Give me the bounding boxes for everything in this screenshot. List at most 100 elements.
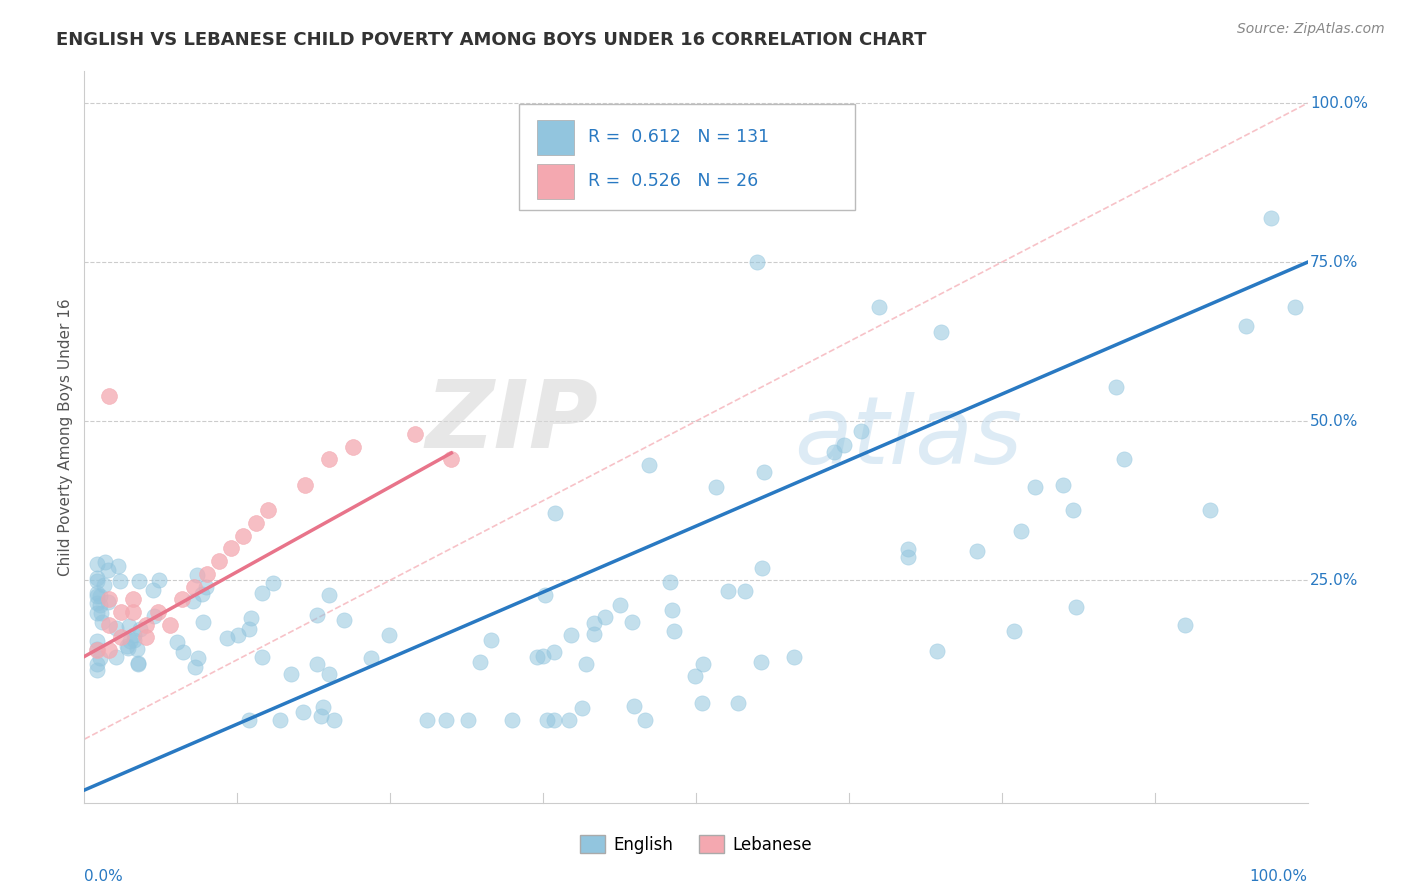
Point: [280, 666, 302, 681]
Point: [318, 588, 340, 602]
Point: [468, 655, 491, 669]
Point: [609, 598, 631, 612]
Point: [434, 713, 457, 727]
Point: [734, 584, 756, 599]
Point: [191, 615, 214, 629]
Point: [869, 300, 891, 314]
Point: [91, 615, 114, 630]
Point: [543, 506, 565, 520]
Point: [186, 568, 208, 582]
Point: [86, 607, 108, 621]
Point: [187, 651, 209, 665]
Legend: English, Lebanese: English, Lebanese: [574, 829, 818, 860]
Point: [1052, 477, 1074, 491]
Point: [194, 581, 217, 595]
Point: [191, 586, 214, 600]
Point: [86, 590, 108, 604]
Point: [97, 643, 120, 657]
Point: [239, 610, 262, 624]
Point: [457, 713, 479, 727]
Point: [966, 544, 988, 558]
Point: [172, 592, 194, 607]
Point: [754, 465, 776, 479]
Text: 25.0%: 25.0%: [1310, 573, 1358, 588]
Text: 100.0%: 100.0%: [1250, 869, 1308, 884]
Point: [662, 624, 685, 639]
Point: [683, 668, 706, 682]
Point: [360, 651, 382, 665]
Point: [159, 617, 181, 632]
Point: [86, 663, 108, 677]
Point: [440, 452, 463, 467]
Point: [571, 701, 593, 715]
Point: [661, 603, 683, 617]
Point: [110, 631, 132, 645]
Point: [228, 628, 250, 642]
Point: [404, 426, 426, 441]
Point: [575, 657, 598, 672]
Point: [238, 713, 260, 727]
Point: [620, 615, 643, 629]
Point: [86, 596, 108, 610]
Text: R =  0.612   N = 131: R = 0.612 N = 131: [588, 128, 769, 146]
Point: [897, 542, 920, 557]
Point: [582, 626, 605, 640]
Point: [1284, 300, 1306, 314]
Point: [749, 655, 772, 669]
Point: [305, 608, 328, 623]
Point: [97, 389, 120, 403]
Point: [128, 574, 150, 588]
Point: [86, 657, 108, 671]
Point: [250, 649, 273, 664]
Point: [623, 698, 645, 713]
Point: [86, 586, 108, 600]
FancyBboxPatch shape: [537, 120, 574, 155]
Text: 50.0%: 50.0%: [1310, 414, 1358, 429]
FancyBboxPatch shape: [519, 104, 855, 211]
Point: [634, 713, 657, 727]
Point: [108, 574, 131, 589]
Point: [118, 619, 141, 633]
Point: [536, 713, 558, 727]
Point: [86, 634, 108, 648]
Text: 100.0%: 100.0%: [1310, 95, 1368, 111]
Text: 75.0%: 75.0%: [1310, 255, 1358, 269]
Text: 0.0%: 0.0%: [84, 869, 124, 884]
Point: [129, 622, 152, 636]
Point: [183, 580, 205, 594]
Point: [747, 255, 769, 269]
Point: [120, 633, 142, 648]
Point: [692, 657, 714, 671]
Point: [257, 503, 280, 517]
Point: [86, 557, 108, 571]
Point: [148, 573, 170, 587]
Point: [1174, 617, 1197, 632]
Point: [1024, 479, 1046, 493]
Point: [312, 700, 335, 714]
Point: [195, 566, 218, 581]
Point: [238, 622, 260, 636]
Text: Source: ZipAtlas.com: Source: ZipAtlas.com: [1237, 22, 1385, 37]
Point: [727, 696, 749, 710]
Point: [86, 641, 108, 656]
Point: [172, 645, 194, 659]
Point: [534, 588, 557, 602]
Point: [124, 628, 146, 642]
FancyBboxPatch shape: [537, 164, 574, 200]
Point: [93, 578, 115, 592]
Point: [143, 609, 166, 624]
Point: [269, 713, 291, 727]
Point: [115, 639, 138, 653]
Point: [783, 649, 806, 664]
Point: [208, 554, 231, 568]
Point: [1236, 318, 1258, 333]
Point: [531, 648, 554, 663]
Text: atlas: atlas: [794, 392, 1022, 483]
Point: [501, 713, 523, 727]
Point: [309, 709, 332, 723]
Point: [184, 659, 207, 673]
Point: [262, 576, 284, 591]
Point: [925, 644, 948, 658]
Point: [135, 617, 157, 632]
Point: [323, 713, 346, 727]
